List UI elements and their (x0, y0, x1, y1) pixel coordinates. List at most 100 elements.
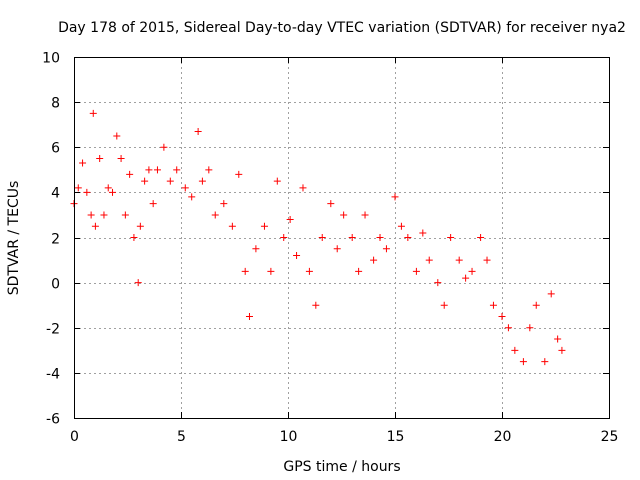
data-point (173, 166, 181, 174)
data-point (104, 184, 112, 192)
data-point (96, 155, 104, 163)
data-point (194, 127, 202, 135)
data-point (293, 252, 301, 260)
data-point (361, 211, 369, 219)
data-point (205, 166, 213, 174)
data-point (305, 267, 313, 275)
data-point (333, 245, 341, 253)
data-point (141, 177, 149, 185)
data-point (483, 256, 491, 264)
x-tick-label: 15 (387, 429, 405, 445)
y-tick-label: 8 (51, 96, 60, 112)
data-point (477, 234, 485, 241)
data-point (425, 256, 433, 264)
data-point (79, 159, 87, 167)
chart-title: Day 178 of 2015, Sidereal Day-to-day VTE… (58, 20, 626, 36)
data-point (130, 234, 138, 241)
y-axis-label: SDTVAR / TECUs (6, 181, 22, 296)
data-point (211, 211, 219, 219)
data-point (166, 177, 174, 185)
data-point (188, 193, 196, 201)
data-point (558, 346, 566, 354)
data-point (498, 312, 506, 320)
y-tick-label: -6 (46, 412, 60, 428)
data-point (312, 301, 320, 309)
data-point (273, 177, 281, 185)
data-point (455, 256, 463, 264)
x-tick-label: 10 (280, 429, 298, 445)
data-point (252, 245, 260, 253)
data-point (121, 211, 129, 219)
data-point (181, 184, 189, 192)
data-point (100, 211, 108, 219)
data-point (153, 166, 161, 174)
data-point (554, 335, 562, 343)
data-point (145, 166, 153, 174)
data-point (160, 143, 168, 151)
data-point (391, 193, 399, 201)
data-point (532, 301, 540, 309)
y-tick-label: 2 (51, 232, 60, 248)
data-point (113, 132, 121, 140)
data-point (286, 215, 294, 223)
data-point (434, 279, 442, 287)
data-point (526, 324, 534, 332)
data-point (245, 312, 253, 320)
y-tick-label: 10 (42, 51, 60, 67)
data-point (89, 109, 97, 117)
data-point (220, 200, 228, 208)
data-point (355, 267, 363, 275)
grid (74, 57, 609, 418)
axis-ticks: 0 5 10 15 20 25 -6 -4 -2 0 2 4 6 8 10 (42, 51, 618, 446)
data-point (91, 222, 99, 230)
y-tick-label: 6 (51, 141, 60, 157)
data-point (235, 170, 243, 178)
y-tick-label: 4 (51, 186, 60, 202)
data-point (318, 234, 326, 241)
data-point (117, 155, 125, 163)
data-point (134, 279, 142, 287)
data-point (348, 234, 356, 241)
data-point (541, 358, 549, 366)
x-axis-label: GPS time / hours (283, 459, 400, 475)
data-points (70, 109, 566, 366)
y-tick-label: -4 (46, 367, 60, 383)
data-point (267, 267, 275, 275)
data-point (412, 267, 420, 275)
x-tick-label: 25 (601, 429, 619, 445)
x-tick-label: 0 (70, 429, 79, 445)
data-point (404, 234, 412, 241)
data-point (83, 188, 91, 196)
data-point (136, 222, 144, 230)
data-point (462, 274, 470, 282)
data-point (228, 222, 236, 230)
data-point (280, 234, 288, 241)
data-point (419, 229, 427, 237)
data-point (447, 234, 455, 241)
data-point (382, 245, 390, 253)
data-point (299, 184, 307, 192)
data-point (149, 200, 157, 208)
data-point (440, 301, 448, 309)
data-point (241, 267, 249, 275)
x-tick-label: 5 (177, 429, 186, 445)
data-point (340, 211, 348, 219)
data-point (126, 170, 134, 178)
y-tick-label: 0 (51, 277, 60, 293)
data-point (376, 234, 384, 241)
data-point (74, 184, 82, 192)
data-point (87, 211, 95, 219)
data-point (519, 358, 527, 366)
data-point (504, 324, 512, 332)
x-tick-label: 20 (494, 429, 512, 445)
data-point (370, 256, 378, 264)
data-point (547, 290, 555, 298)
data-point (511, 346, 519, 354)
y-tick-label: -2 (46, 322, 60, 338)
data-point (109, 188, 117, 196)
data-point (468, 267, 476, 275)
data-point (489, 301, 497, 309)
data-point (327, 200, 335, 208)
data-point (198, 177, 206, 185)
